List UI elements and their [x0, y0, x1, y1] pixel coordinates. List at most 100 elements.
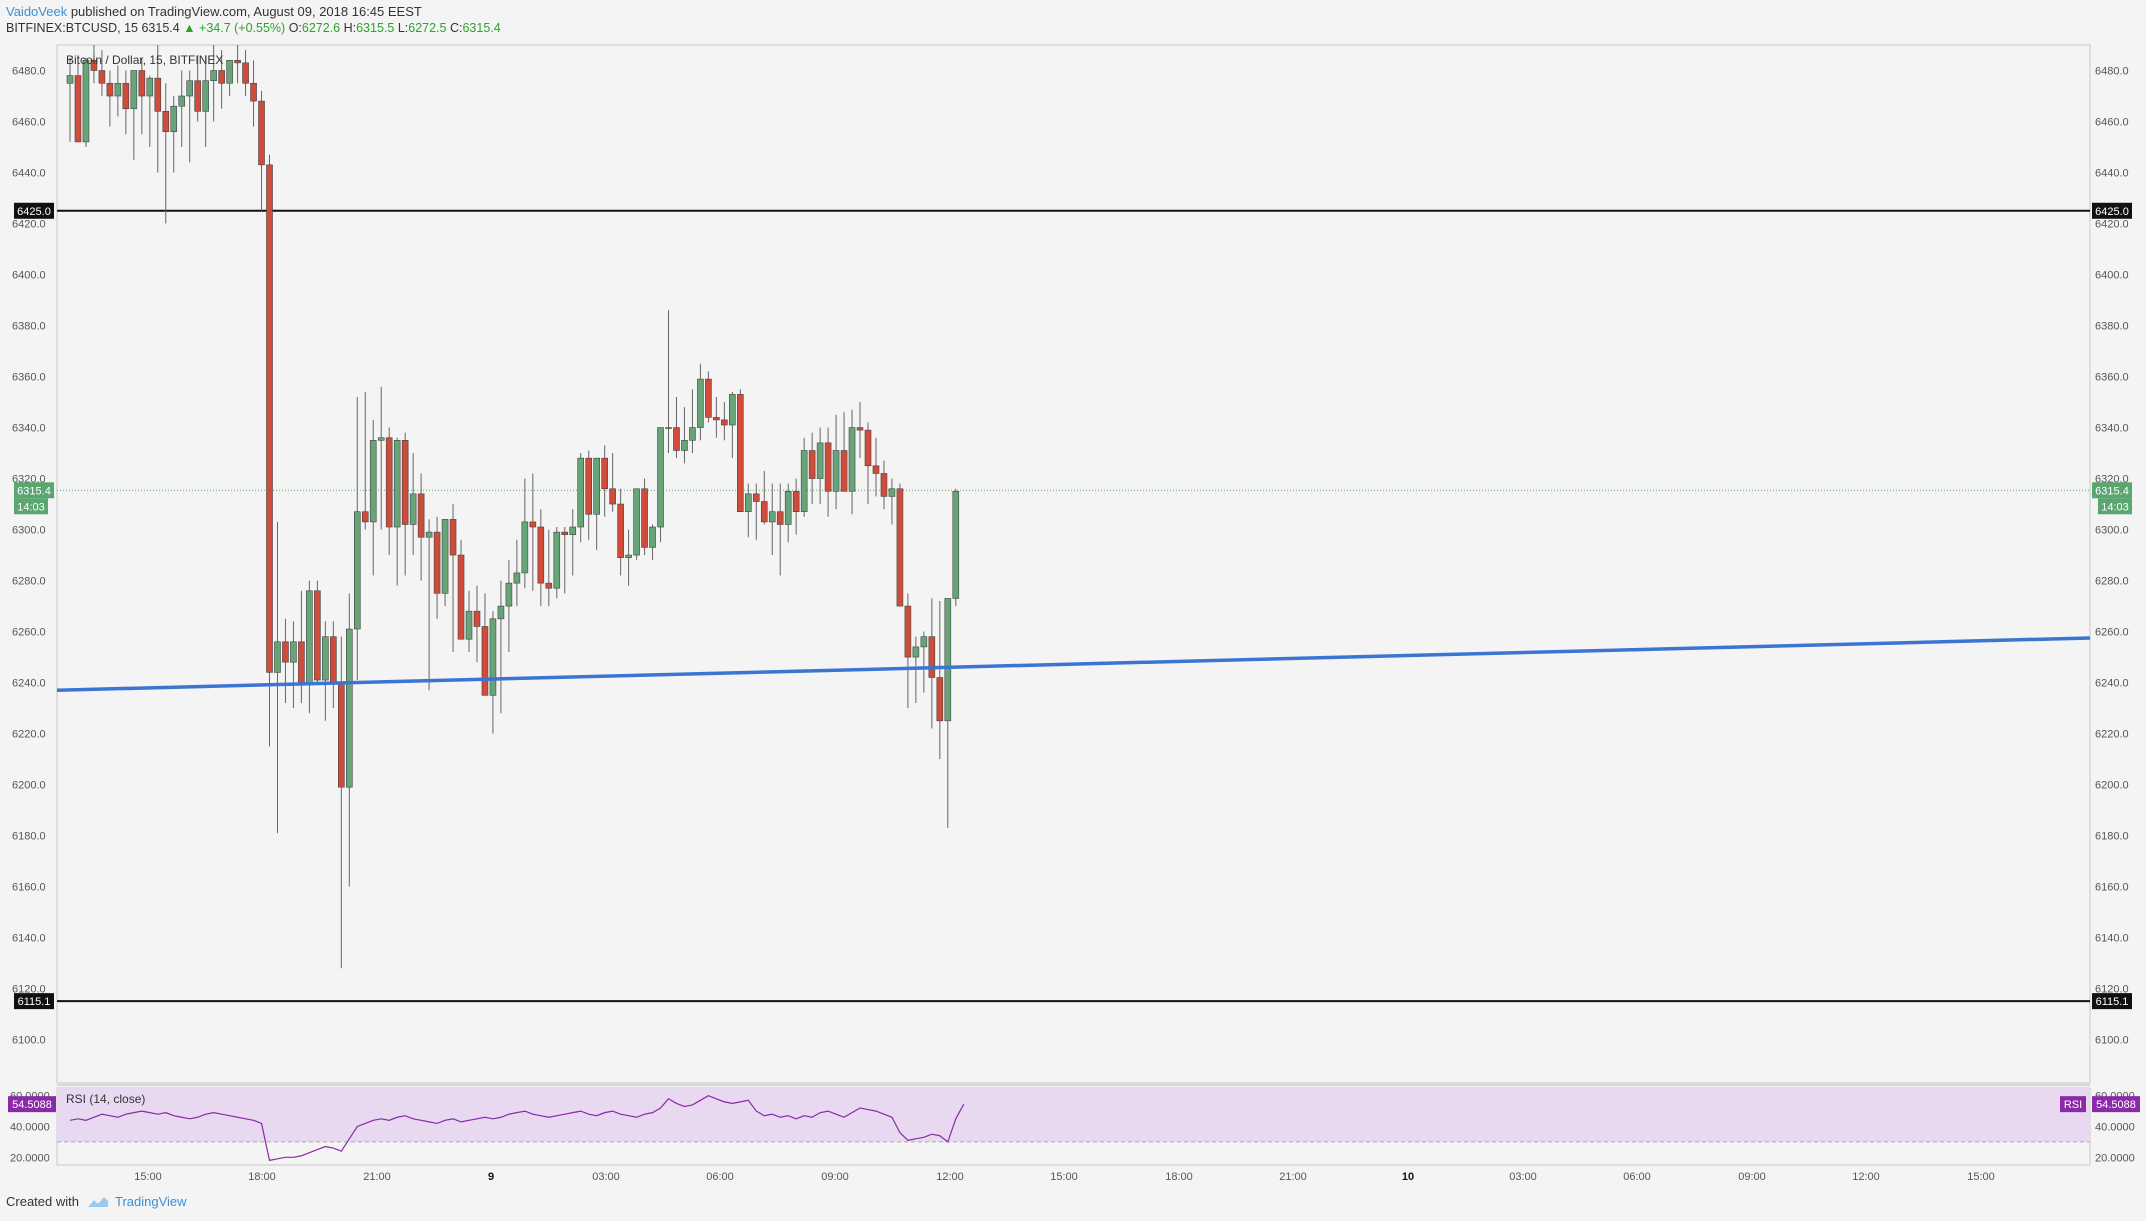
level-tag-left: 6115.1 — [18, 996, 51, 1008]
candle-body — [768, 511, 776, 523]
trendline — [56, 636, 2091, 692]
candle-body — [505, 582, 513, 607]
tradingview-brand[interactable]: TradingView — [87, 1194, 187, 1209]
candle-body — [210, 70, 217, 82]
candle-body — [577, 457, 585, 528]
ohlc-low-value: 6272.5 — [408, 21, 447, 35]
candle-body — [880, 473, 888, 497]
candle-body — [409, 493, 417, 525]
candle-body — [545, 582, 553, 589]
price-pane-frame — [56, 44, 2091, 1084]
candle-body — [681, 440, 688, 451]
time-axis-tick: 06:00 — [1623, 1171, 1651, 1183]
candle-body — [585, 457, 593, 515]
price-axis-tick-left: 6180.0 — [12, 831, 46, 843]
candle-body — [274, 641, 281, 673]
candle-body — [936, 677, 944, 722]
time-axis-tick: 12:00 — [936, 1171, 964, 1183]
candle-body — [250, 82, 257, 102]
candle-body — [896, 488, 904, 607]
candle-body — [617, 503, 624, 558]
candle-body — [721, 419, 728, 426]
price-axis-tick-right: 6140.0 — [2095, 933, 2129, 945]
candle-body — [928, 636, 936, 678]
candle-body — [338, 682, 345, 788]
ohlc-open-value: 6272.6 — [301, 21, 341, 35]
time-axis-tick: 15:00 — [1050, 1171, 1078, 1183]
candle-body — [593, 457, 600, 515]
candle-body — [649, 526, 656, 548]
candle-body — [744, 493, 752, 513]
price-axis-tick-right: 6280.0 — [2095, 576, 2129, 588]
price-axis-tick-right: 6440.0 — [2095, 168, 2129, 180]
candle-body — [689, 427, 696, 441]
candle-body — [697, 378, 704, 428]
candle-body — [665, 427, 672, 429]
candle-body — [832, 450, 840, 492]
time-axis-tick: 03:00 — [592, 1171, 620, 1183]
candle-body — [553, 531, 561, 589]
tradingview-brand-label: TradingView — [114, 1194, 187, 1209]
candle-body — [425, 531, 433, 538]
rsi-band — [57, 1088, 2090, 1142]
candle-body — [146, 77, 154, 97]
candle-body — [234, 60, 241, 64]
candle-body — [74, 75, 82, 143]
time-axis-tick: 09:00 — [1738, 1171, 1766, 1183]
candle-body — [776, 511, 784, 525]
candle-body — [306, 590, 313, 683]
candle-body — [130, 70, 138, 110]
time-axis-tick: 10 — [1402, 1171, 1414, 1183]
ohlc-close-value: 6315.4 — [462, 21, 501, 35]
candle-body — [848, 427, 856, 492]
price-axis-tick-left: 6380.0 — [12, 321, 46, 333]
footer: Created with TradingView — [6, 1194, 187, 1209]
current-price-tag-left: 6315.4 — [17, 485, 51, 497]
rsi-name-tag: RSI — [2064, 1099, 2082, 1111]
price-axis-tick-left: 6400.0 — [12, 270, 46, 282]
candle-body — [449, 519, 457, 556]
price-axis-tick-right: 6460.0 — [2095, 117, 2129, 129]
candle-body — [178, 95, 186, 107]
time-axis-tick: 18:00 — [1165, 1171, 1193, 1183]
candle-body — [162, 111, 170, 133]
level-tag-right-bg — [2092, 993, 2132, 1010]
time-axis-tick: 21:00 — [363, 1171, 391, 1183]
candle-body — [330, 636, 337, 683]
price-axis-tick-left: 6220.0 — [12, 729, 46, 741]
candle-body — [82, 60, 90, 143]
candle-body — [489, 618, 497, 696]
time-axis-tick: 15:00 — [134, 1171, 162, 1183]
level-tag-left-bg — [14, 993, 54, 1010]
candle-body — [952, 491, 960, 599]
candle-body — [465, 610, 473, 640]
price-axis-tick-left: 6260.0 — [12, 627, 46, 639]
countdown-tag-left-bg — [14, 498, 48, 515]
author-link[interactable]: VaidoVeek — [6, 4, 68, 19]
candle-body — [322, 636, 329, 681]
price-axis-tick-right: 6260.0 — [2095, 627, 2129, 639]
price-axis-tick-right: 6160.0 — [2095, 882, 2129, 894]
ohlc-open-label: O: — [288, 21, 302, 35]
candle-body — [864, 429, 872, 467]
price-axis-tick-left: 6360.0 — [12, 372, 46, 384]
price-axis-tick-right: 6420.0 — [2095, 219, 2129, 231]
created-with-text: Created with — [6, 1194, 79, 1209]
price-axis-tick-right: 6300.0 — [2095, 525, 2129, 537]
ohlc-close-label: C: — [449, 21, 463, 35]
candle-body — [417, 493, 425, 538]
price-axis-tick-right: 6220.0 — [2095, 729, 2129, 741]
countdown-tag-right: 14:03 — [2101, 501, 2129, 513]
chart-title: Bitcoin / Dollar, 15, BITFINEX — [66, 53, 223, 67]
price-axis-tick-left: 6160.0 — [12, 882, 46, 894]
time-axis-tick: 9 — [488, 1171, 494, 1183]
price-axis-tick-right: 6120.0 — [2095, 984, 2129, 996]
level-tag-right-bg — [2092, 202, 2132, 219]
price-axis-tick-left: 6200.0 — [12, 780, 46, 792]
current-price-tag-left-bg — [14, 482, 54, 499]
candle-body — [888, 488, 896, 497]
candle-body — [808, 450, 816, 479]
rsi-axis-tick-right: 40.0000 — [2095, 1122, 2135, 1134]
candle-body — [609, 488, 616, 505]
